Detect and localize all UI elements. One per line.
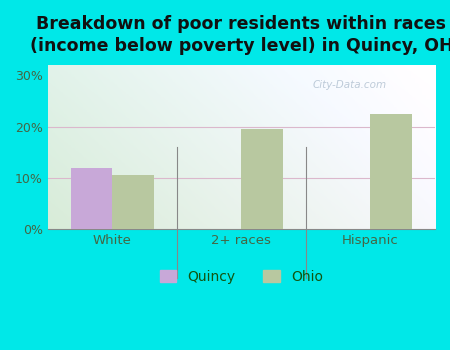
Legend: Quincy, Ohio: Quincy, Ohio	[155, 266, 327, 288]
Bar	[71, 168, 112, 229]
Bar	[112, 175, 153, 229]
Title: Breakdown of poor residents within races
(income below poverty level) in Quincy,: Breakdown of poor residents within races…	[30, 15, 450, 55]
Bar	[370, 114, 412, 229]
Bar	[241, 129, 283, 229]
Text: City-Data.com: City-Data.com	[313, 80, 387, 90]
